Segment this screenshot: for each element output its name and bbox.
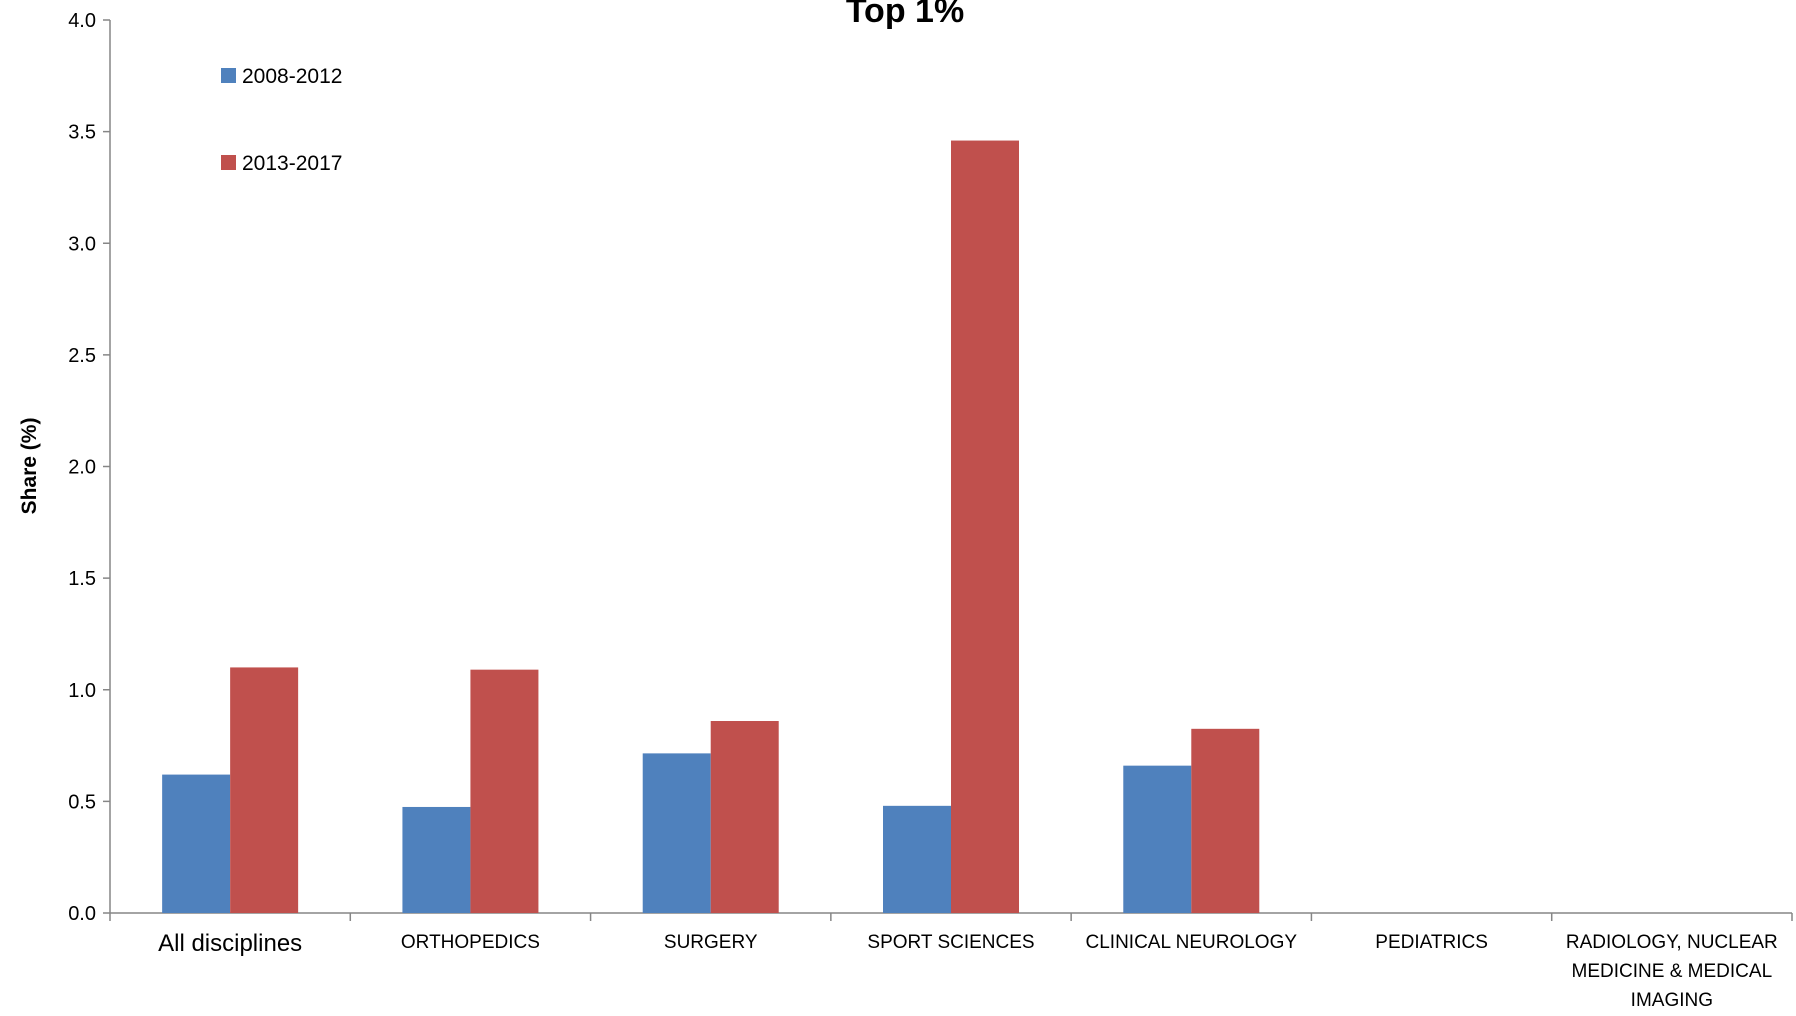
y-tick-label: 4.0: [68, 10, 96, 32]
y-axis-label: Share (%): [18, 418, 41, 515]
chart-title: Top 1%: [846, 0, 964, 30]
legend-swatch: [221, 155, 236, 170]
bar-series-1-0: [162, 774, 231, 913]
legend: 2008-2012 2013-2017: [221, 65, 342, 175]
legend-label: 2008-2012: [242, 65, 342, 88]
y-tick-label: 1.0: [68, 680, 96, 702]
bar-series-1-2: [642, 753, 711, 913]
x-tick-label: MEDICINE & MEDICAL: [1572, 961, 1773, 982]
y-tick-label: 0.0: [68, 903, 96, 925]
plot-area: 0.0 0.5 1.0 1.5 2.0 2.5 3.0 3.5 4.0 All disciplin…: [68, 10, 1793, 1011]
bar-series-2-2: [710, 721, 779, 913]
bar-series-1-3: [883, 805, 951, 913]
x-tick-label: All disciplines: [158, 930, 302, 957]
y-tick-label: 3.5: [68, 122, 96, 144]
bar-series-2-0: [230, 667, 299, 913]
y-tick-label: 2.5: [68, 345, 96, 367]
bar-series-1-1: [402, 806, 471, 913]
y-tick-label: 2.0: [68, 457, 96, 479]
x-tick-label: SURGERY: [664, 932, 758, 953]
bar-series-1-4: [1123, 765, 1192, 913]
x-tick-label: CLINICAL NEUROLOGY: [1086, 932, 1298, 953]
x-tick-label: PEDIATRICS: [1375, 932, 1488, 953]
x-tick-label: SPORT SCIENCES: [867, 932, 1034, 953]
legend-swatch: [221, 68, 236, 83]
y-tick-label: 0.5: [68, 791, 96, 813]
bar-series-2-4: [1191, 728, 1260, 913]
bar-series-2-3: [951, 140, 1019, 913]
x-tick-label: IMAGING: [1631, 990, 1713, 1011]
y-tick-label: 3.0: [68, 233, 96, 255]
y-tick-label: 1.5: [68, 568, 96, 590]
bar-series-2-1: [470, 669, 539, 913]
x-tick-label: ORTHOPEDICS: [401, 932, 540, 953]
legend-label: 2013-2017: [242, 152, 342, 175]
x-tick-label: RADIOLOGY, NUCLEAR: [1566, 932, 1778, 953]
